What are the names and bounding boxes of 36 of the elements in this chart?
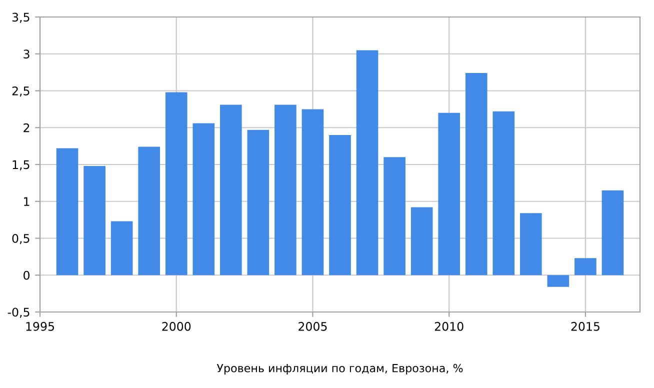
bar [465,73,488,276]
y-tick-label: 1 [24,197,30,206]
y-tick-label: 2 [24,123,30,132]
bar [247,130,270,276]
y-tick-label: 3 [24,50,30,59]
bar [602,190,624,276]
bar [329,135,351,276]
bar [547,275,570,287]
y-tick-label: 1,5 [12,160,30,170]
bar [438,112,460,276]
x-tick-label: 2010 [434,322,464,331]
x-tick-label: 2000 [162,322,191,331]
bar [384,157,406,276]
y-tick-label: 3,5 [12,12,30,23]
y-tick-label: 0 [24,270,30,280]
y-tick-label: -0,5 [8,308,30,318]
bar [520,213,542,276]
bar [410,207,433,276]
bar [110,221,133,276]
bar [84,166,106,276]
x-axis-title: Уровень инфляции по годам, Еврозона, % [216,364,463,374]
bar [356,50,378,276]
bar [302,109,324,276]
x-tick-label: 2005 [298,322,327,331]
bar [274,104,296,276]
bar [138,146,160,276]
y-tick-label: 0,5 [12,234,30,244]
x-tick-label: 1995 [26,322,54,331]
x-tick-label: 2015 [571,322,600,331]
bar [492,111,515,276]
bar [165,92,188,276]
bar [220,104,242,276]
bar [192,123,215,276]
bar [574,258,596,276]
y-tick-label: 2,5 [12,86,30,97]
bar [56,148,78,276]
